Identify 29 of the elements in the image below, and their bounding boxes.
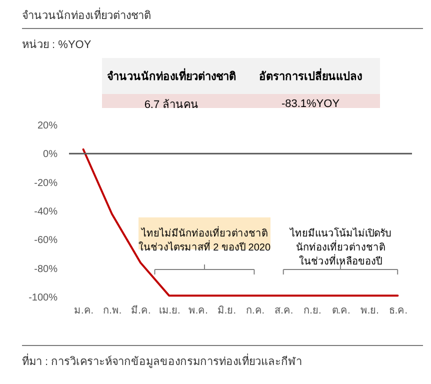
text: -83.1%YOY xyxy=(280,98,341,110)
x-tick-label: ก.ย. xyxy=(304,306,322,316)
text: อัตราการเปลี่ยนแปลง xyxy=(258,67,363,85)
y-tick-label: 20% xyxy=(37,120,58,132)
x-tick-label: พ.ย. xyxy=(360,306,379,316)
annotation: ไทยไม่มีนักท่องเที่ยวต่างชาติ ในช่วงไตรมาสที่ 2 ของปี 2020 xyxy=(138,225,271,254)
x-tick-label: ต.ค. xyxy=(332,306,350,316)
text: จำนวนนักท่องเที่ยวต่างชาติ xyxy=(106,67,237,85)
x-tick-label: ธ.ค. xyxy=(388,306,408,316)
x-tick-label: พ.ค. xyxy=(188,306,208,316)
y-tick-label: -60% xyxy=(34,235,58,246)
chart-subtitle: หน่วย : %YOY xyxy=(22,38,92,53)
x-tick-label: ก.พ. xyxy=(103,306,122,316)
y-tick-label: -40% xyxy=(34,206,58,218)
chart-title: จำนวนนักท่องเที่ยวต่างชาติ xyxy=(22,6,151,24)
annotation: ไทยมีแนวโน้มไม่เปิดรับ นักท่องเที่ยวต่างชาติ ในช่วงที่เหลือของปี xyxy=(288,226,391,268)
y-tick-label: -80% xyxy=(34,264,58,275)
x-tick-label: เม.ย. xyxy=(158,306,180,316)
text: 6.7 ล้านคน xyxy=(143,98,200,113)
y-tick-label: -100% xyxy=(28,292,58,304)
y-tick-label: 0% xyxy=(43,149,58,160)
x-tick-label: มิ.ย. xyxy=(217,306,236,316)
x-tick-label: ส.ค. xyxy=(274,306,294,316)
text: ที่มา : การวิเคราะห์จากข้อมูลของกรมการท่องเที่ยวและกีฬา xyxy=(22,352,302,370)
line-series xyxy=(82,148,399,297)
x-tick-label: ม.ค. xyxy=(74,306,94,316)
x-tick-label: ก.ค. xyxy=(246,306,265,316)
x-tick-label: มี.ค. xyxy=(131,304,151,316)
y-tick-label: -20% xyxy=(34,178,58,189)
